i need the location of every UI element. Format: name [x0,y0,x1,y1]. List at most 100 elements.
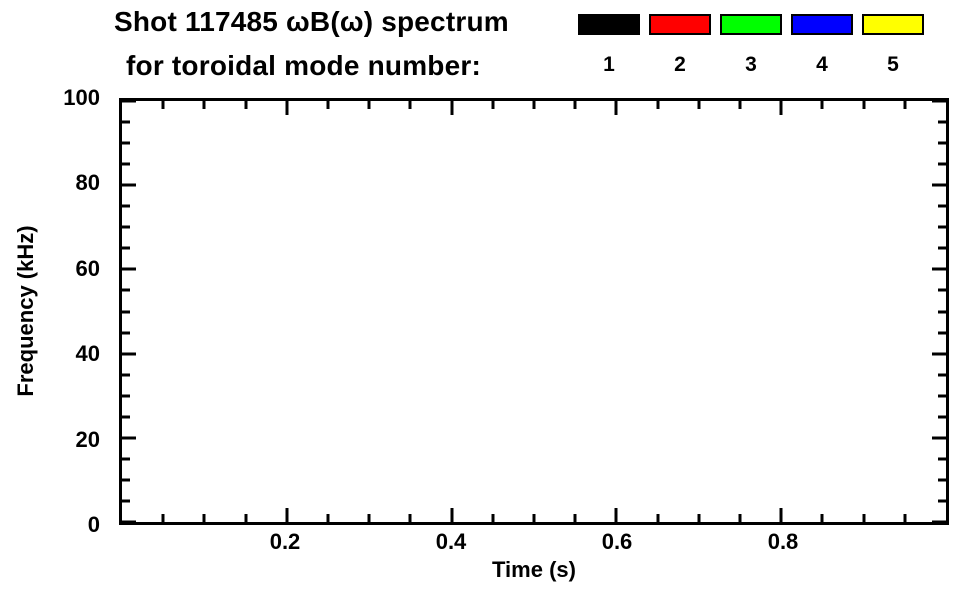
y-minor-tick [122,478,130,482]
y-minor-tick-right [938,373,946,377]
legend-item: 3 [720,14,782,75]
legend: 1 2 3 4 5 [578,14,924,75]
x-minor-tick [820,514,824,522]
y-minor-tick [122,288,130,292]
plot-area [119,98,949,525]
legend-label: 1 [603,53,615,76]
y-minor-tick-right [938,288,946,292]
y-minor-tick-right [938,204,946,208]
y-minor-tick-right [938,331,946,335]
x-minor-tick-top [161,101,165,109]
x-major-tick [779,508,783,522]
y-minor-tick [122,373,130,377]
y-minor-tick-right [938,162,946,166]
y-axis-label: Frequency (kHz) [13,225,38,397]
y-tick-label: 80 [75,170,100,196]
x-minor-tick [573,514,577,522]
y-major-tick [122,183,136,187]
x-minor-tick [862,514,866,522]
y-minor-tick [122,415,130,419]
y-minor-tick-right [938,499,946,503]
legend-swatch-2 [649,14,711,35]
y-minor-tick [122,394,130,398]
x-minor-tick [491,514,495,522]
x-minor-tick-top [202,101,206,109]
x-tick-labels: 0.2 0.4 0.6 0.8 [119,529,949,555]
x-major-tick [285,508,289,522]
x-major-tick-top [614,101,618,115]
y-tick-label: 20 [75,426,100,452]
y-minor-tick-right [938,457,946,461]
y-minor-tick-right [938,415,946,419]
x-minor-tick [408,514,412,522]
y-tick-label: 100 [63,85,100,110]
x-minor-tick [697,514,701,522]
y-minor-tick [122,141,130,145]
y-tick-label: 60 [75,255,100,281]
x-minor-tick-top [820,101,824,109]
x-minor-tick [903,514,907,522]
y-tick-label: 0 [87,512,100,537]
legend-item: 5 [862,14,924,75]
y-major-tick [122,520,136,524]
x-minor-tick [738,514,742,522]
x-minor-tick-top [862,101,866,109]
legend-item: 2 [649,14,711,75]
y-minor-tick-right [938,120,946,124]
y-minor-tick [122,225,130,229]
x-minor-tick-top [532,101,536,109]
x-minor-tick [202,514,206,522]
x-tick-label: 0.4 [435,529,467,554]
y-major-tick [122,99,136,103]
legend-swatch-1 [578,14,640,35]
y-minor-tick [122,457,130,461]
y-minor-tick [122,331,130,335]
x-minor-tick-top [326,101,330,109]
x-major-tick [450,508,454,522]
legend-label: 3 [745,53,757,76]
y-major-tick-right [932,99,946,103]
chart-title-line2: for toroidal mode number: [126,50,481,81]
y-minor-tick-right [938,141,946,145]
y-minor-tick-right [938,225,946,229]
x-minor-tick [161,514,165,522]
x-minor-tick-top [367,101,371,109]
x-minor-tick [367,514,371,522]
y-minor-tick [122,499,130,503]
legend-swatch-5 [862,14,924,35]
y-major-tick [122,352,136,356]
y-minor-tick [122,204,130,208]
x-tick-label: 0.8 [767,529,799,554]
y-major-tick-right [932,183,946,187]
y-major-tick-right [932,436,946,440]
y-minor-tick [122,162,130,166]
legend-label: 2 [674,53,686,76]
x-minor-tick-top [573,101,577,109]
legend-swatch-4 [791,14,853,35]
y-tick-labels: 0 20 40 60 80 100 [0,87,110,536]
x-major-tick-top [285,101,289,115]
y-minor-tick-right [938,478,946,482]
x-major-tick-top [450,101,454,115]
y-minor-tick-right [938,310,946,313]
y-minor-tick [122,120,130,124]
chart-title-line1: Shot 117485 ωB(ω) spectrum [114,6,509,37]
x-axis-label: Time (s) [492,557,576,582]
x-minor-tick [326,514,330,522]
x-minor-tick-top [903,101,907,109]
y-major-tick [122,267,136,271]
legend-item: 4 [791,14,853,75]
x-minor-tick-top [244,101,248,109]
x-minor-tick-top [656,101,660,109]
y-minor-tick-right [938,394,946,398]
x-minor-tick [532,514,536,522]
x-minor-tick-top [697,101,701,109]
x-minor-tick-top [491,101,495,109]
y-major-tick [122,436,136,440]
legend-label: 4 [816,53,828,76]
x-tick-label: 0.6 [601,529,633,554]
x-major-tick-top [779,101,783,115]
x-minor-tick [656,514,660,522]
x-major-tick [614,508,618,522]
